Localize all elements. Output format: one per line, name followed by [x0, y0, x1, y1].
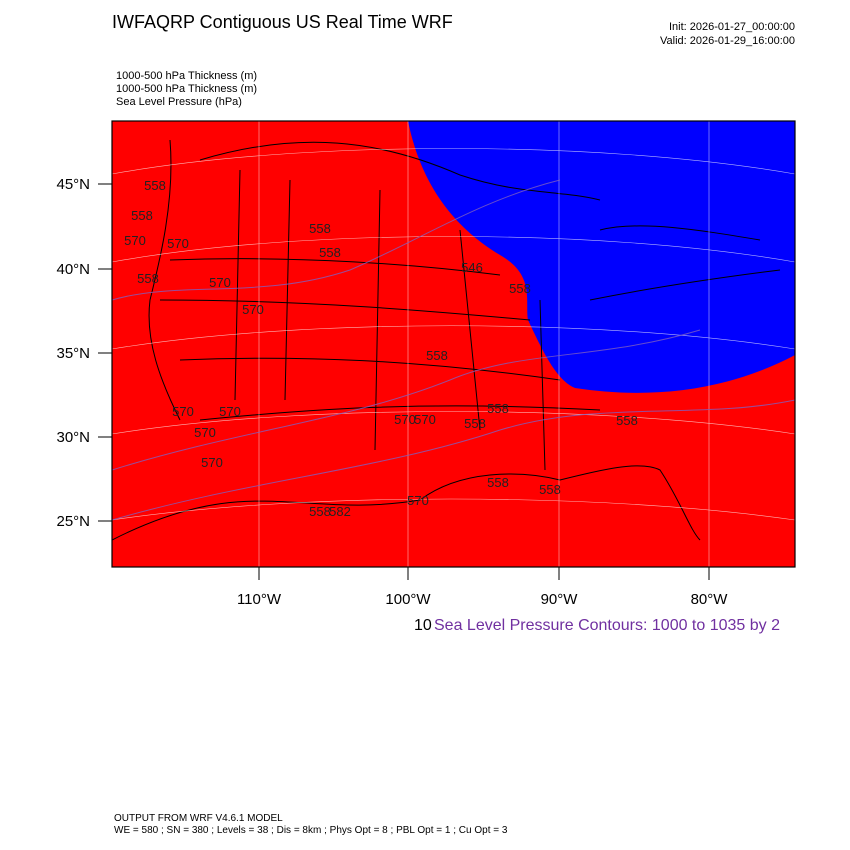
contour-label: 558 — [144, 178, 166, 193]
contour-label: 570 — [172, 404, 194, 419]
footer-model: OUTPUT FROM WRF V4.6.1 MODEL — [114, 813, 283, 824]
contour-label: 558 — [509, 281, 531, 296]
lat-label: 35°N — [56, 345, 90, 362]
field-label: Sea Level Pressure (hPa) — [116, 96, 242, 108]
contour-label: 558 — [426, 348, 448, 363]
contour-label: 558 — [319, 245, 341, 260]
contour-label: 570 — [414, 412, 436, 427]
graticule — [112, 121, 795, 567]
contour-label: 570 — [209, 275, 231, 290]
pressure-contours — [112, 179, 795, 521]
contour-label: 570 — [394, 412, 416, 427]
boundaries — [112, 139, 781, 541]
lat-label: 45°N — [56, 176, 90, 193]
contour-label: 558 — [309, 504, 331, 519]
contour-label: 558 — [487, 401, 509, 416]
contour-label: 582 — [329, 504, 351, 519]
lat-label: 25°N — [56, 513, 90, 530]
lon-label: 110°W — [237, 591, 282, 608]
contour-label: 570 — [167, 236, 189, 251]
contour-label: 558 — [487, 475, 509, 490]
lat-label: 30°N — [56, 429, 90, 446]
lat-label: 40°N — [56, 261, 90, 278]
cold-region — [408, 121, 795, 393]
field-label: 1000-500 hPa Thickness (m) — [116, 70, 257, 82]
contour-label: 558 — [131, 208, 153, 223]
lon-label: 80°W — [691, 591, 729, 608]
contour-label: 570 — [219, 404, 241, 419]
contour-label: 558 — [539, 482, 561, 497]
contour-label: 570 — [242, 302, 264, 317]
contour-label: 546 — [461, 260, 483, 275]
contour-label: 570 — [194, 425, 216, 440]
contour-label: 558 — [464, 416, 486, 431]
title: IWFAQRP Contiguous US Real Time WRF — [112, 12, 453, 32]
contour-label: 570 — [124, 233, 146, 248]
contour-label: 558 — [309, 221, 331, 236]
contour-label: 570 — [201, 455, 223, 470]
lon-label: 90°W — [541, 591, 579, 608]
field-label: 1000-500 hPa Thickness (m) — [116, 83, 257, 95]
contour-label: 570 — [407, 493, 429, 508]
contour-label: 558 — [616, 413, 638, 428]
map-frame — [111, 120, 796, 568]
legend-text: Sea Level Pressure Contours: 1000 to 103… — [434, 617, 780, 634]
footer-settings: WE = 580 ; SN = 380 ; Levels = 38 ; Dis … — [114, 825, 508, 836]
lon-label: 100°W — [385, 591, 431, 608]
legend-prefix: 10 — [414, 617, 432, 634]
axes: 45°N 40°N 35°N 30°N 25°N 110°W 100°W 90°W 80°W — [56, 176, 728, 608]
valid-time: Valid: 2026-01-29_16:00:00 — [660, 35, 795, 47]
contour-label: 558 — [137, 271, 159, 286]
init-time: Init: 2026-01-27_00:00:00 — [669, 21, 795, 33]
